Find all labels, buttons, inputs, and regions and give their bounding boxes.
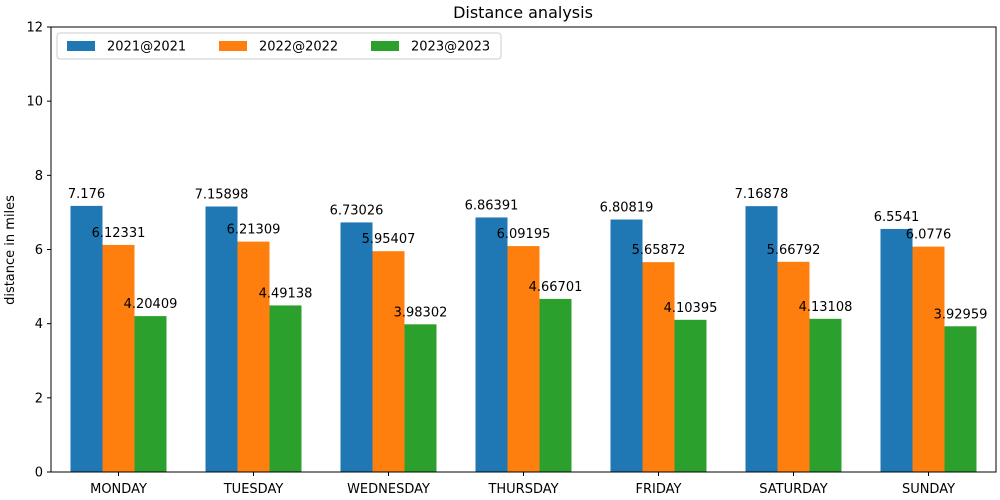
bar-saturday-3 [809,318,842,472]
y-axis-label: distance in miles [3,195,18,305]
data-label: 6.09195 [497,227,551,242]
data-label: 7.15898 [195,188,249,203]
legend-swatch [219,41,247,51]
bar-sunday-3 [944,326,977,472]
bar-friday-1 [610,219,643,472]
data-label: 5.65872 [632,243,686,258]
data-label: 6.86391 [465,198,519,213]
legend-label: 2023@2023 [411,40,490,55]
x-tick-label: SUNDAY [902,482,955,497]
legend-label: 2022@2022 [259,40,338,55]
x-tick-label: FRIDAY [636,482,682,497]
bar-monday-3 [134,316,167,472]
bar-friday-2 [642,262,675,472]
y-tick-label: 0 [35,466,43,481]
bar-thursday-3 [539,298,572,472]
bar-thursday-1 [475,217,508,472]
bar-saturday-2 [777,261,810,472]
data-label: 4.10395 [664,301,718,316]
data-label: 4.20409 [124,297,178,312]
y-tick-label: 12 [26,21,43,36]
data-label: 6.0776 [906,228,952,243]
bar-monday-1 [70,205,103,472]
bar-friday-3 [674,319,707,472]
data-label: 6.12331 [92,226,146,241]
bar-tuesday-2 [237,241,270,472]
data-label: 4.66701 [529,280,583,295]
y-tick-label: 2 [35,391,43,406]
legend-box [56,32,502,60]
x-tick-label: THURSDAY [487,482,558,497]
data-label: 6.21309 [227,223,281,238]
data-label: 6.5541 [874,210,920,225]
bar-thursday-2 [507,246,540,472]
data-label: 7.176 [68,187,105,202]
data-label: 4.49138 [259,286,313,301]
x-tick-label: TUESDAY [223,482,284,497]
y-tick-label: 6 [35,243,43,258]
data-label: 5.95407 [362,232,416,247]
bar-saturday-1 [745,206,778,472]
bar-monday-2 [102,244,135,472]
data-label: 3.92959 [934,307,988,322]
bar-sunday-1 [880,228,913,472]
chart-title: Distance analysis [453,3,593,22]
x-tick-label: MONDAY [90,482,147,497]
legend-label: 2021@2021 [107,40,186,55]
legend-swatch [371,41,399,51]
y-tick-label: 8 [35,169,43,184]
data-label: 5.66792 [767,243,821,258]
x-tick-label: WEDNESDAY [347,482,430,497]
bar-tuesday-3 [269,305,302,472]
bar-wednesday-2 [372,251,405,472]
y-tick-label: 10 [26,95,43,110]
plot-area: 7.176 7.15898 6.73026 6.86391 6.80819 7.16878… [26,21,997,497]
y-tick-label: 4 [35,317,43,332]
data-label: 7.16878 [735,187,789,202]
bar-sunday-2 [912,246,945,472]
bar-wednesday-3 [404,324,437,472]
data-label: 4.13108 [799,300,853,315]
data-label: 3.98302 [394,305,448,320]
bar-wednesday-1 [340,222,373,472]
bar-tuesday-1 [205,206,238,472]
x-tick-label: SATURDAY [759,482,828,497]
data-label: 6.80819 [600,201,654,216]
legend-swatch [67,41,95,51]
data-label: 6.73026 [330,203,384,218]
legend: 2021@2021 2022@2022 2023@2023 [56,32,502,60]
